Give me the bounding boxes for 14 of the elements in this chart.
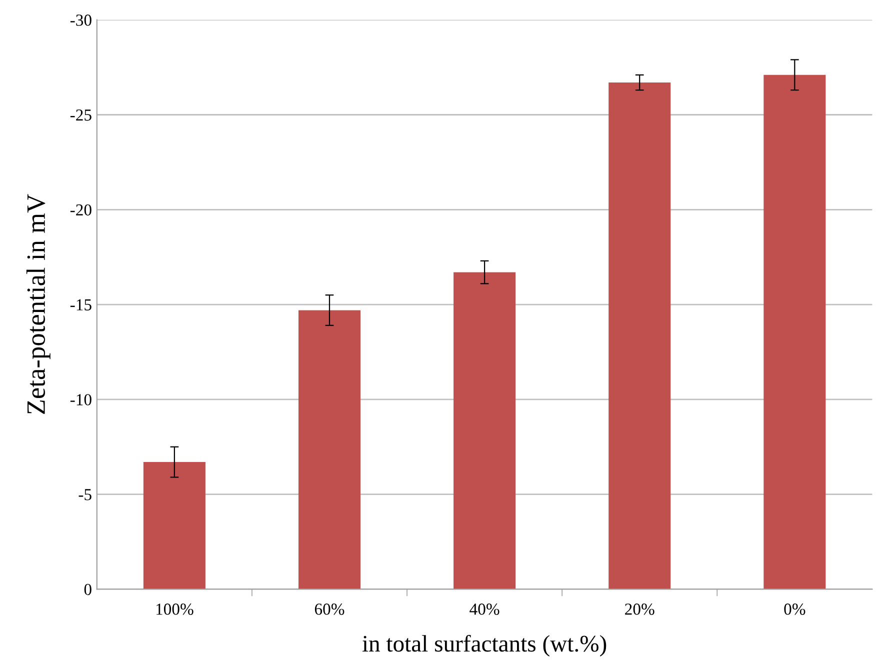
x-tick-label: 100% [156,604,194,615]
x-tick-label: 20% [625,604,654,615]
y-tick-label: -30 [70,14,92,26]
x-tick-label: 60% [314,604,344,615]
y-tick-label: -20 [70,204,92,216]
y-tick-label: -10 [70,394,92,406]
x-tick-label: 0% [784,604,806,615]
y-axis-title: Zeta-potential in mV [26,194,50,414]
y-tick-label: -25 [70,109,92,121]
y-tick-label: -5 [78,489,92,500]
y-tick-label: -15 [70,299,92,310]
x-axis-title: in total surfactants (wt.%) [362,634,606,656]
y-tick-label: 0 [84,584,92,596]
x-tick-label: 40% [470,604,500,615]
